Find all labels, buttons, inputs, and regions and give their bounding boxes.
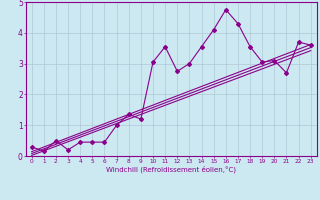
X-axis label: Windchill (Refroidissement éolien,°C): Windchill (Refroidissement éolien,°C) (106, 165, 236, 173)
